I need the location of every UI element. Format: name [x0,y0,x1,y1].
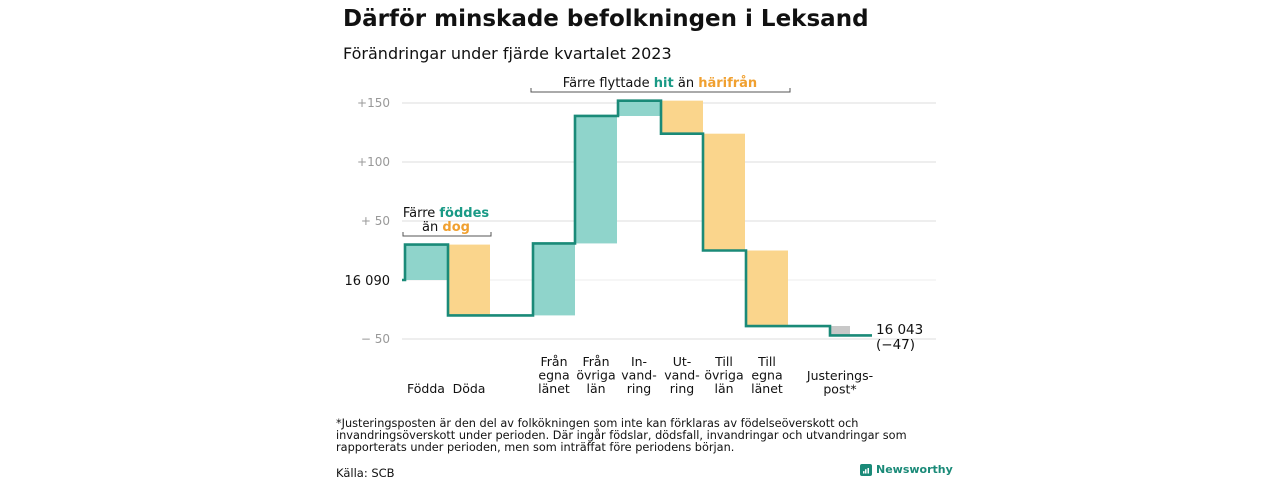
x-label-line: Ut- [673,354,692,369]
x-label-line: Justerings- [806,368,873,383]
x-label-line: egna [751,368,782,383]
y-tick-label: +100 [357,155,390,169]
x-label-line: län [586,381,605,396]
annotation-bracket [530,88,791,93]
y-tick-label: − 50 [361,332,390,346]
x-category-label: Födda [407,381,445,396]
x-label-line: övriga [704,368,743,383]
annotation-text: Färre flyttade [563,76,654,91]
x-category-label: Till övriga län [704,354,743,396]
x-label-line: ring [627,381,651,396]
x-label-line: länet [538,381,570,396]
annotation-highlight: härifrån [698,76,757,91]
footnote: *Justeringsposten är den del av folkökni… [336,417,907,454]
annotation-text: än [674,76,698,91]
x-category-label: In-vand-ring [621,354,656,396]
x-label-line: Döda [453,381,486,396]
source-label: Källa: SCB [336,466,395,480]
x-category-label: Från övriga län [576,354,615,396]
annotation-text: Färre [403,206,440,221]
end-change-label: (−47) [876,337,915,353]
waterfall-bar [575,115,617,244]
x-category-label: Från egna länet [538,354,570,396]
brand-logo: Newsworthy [860,463,953,476]
chart-subtitle: Förändringar under fjärde kvartalet 2023 [343,44,672,63]
x-label-line: egna [538,368,569,383]
waterfall-bar [746,250,788,327]
cumulative-step-line [402,99,872,337]
x-category-label: Döda [453,381,486,396]
x-label-line: vand- [621,368,656,383]
chart-icon [860,463,872,476]
x-label-line: post* [823,382,856,397]
annotation-text: än [422,220,442,235]
waterfall-bar [405,244,447,280]
annotation-bracket [402,232,492,237]
x-label-line: ring [670,381,694,396]
annotation-births-deaths: Färre föddes [403,206,490,221]
waterfall-bar [448,244,490,316]
x-label-line: Födda [407,381,445,396]
end-value-label: 16 043 [876,322,923,338]
annotation-highlight: föddes [439,206,489,221]
waterfall-bar [661,100,703,134]
x-label-line: länet [751,381,783,396]
x-label-line: län [714,381,733,396]
x-label-line: Till [714,354,733,369]
start-value-label: 16 090 [345,274,391,289]
waterfall-bar [830,326,850,336]
y-tick-label: + 50 [361,214,390,228]
x-label-line: vand- [664,368,699,383]
annotation-migration: Färre flyttade hit än härifrån [563,76,757,91]
x-category-label: Till egna länet [751,354,783,396]
brand-name: Newsworthy [876,463,953,476]
annotation-highlight: hit [654,76,674,91]
x-label-line: Till [757,354,776,369]
x-label-line: Från [582,354,609,369]
waterfall-bar [533,243,575,316]
x-label-line: Från [540,354,567,369]
x-category-label: Ut-vand-ring [664,354,699,396]
x-label-line: övriga [576,368,615,383]
chart-title: Därför minskade befolkningen i Leksand [343,6,869,32]
x-category-label: Justerings-post* [806,368,873,397]
x-label-line: In- [631,354,647,369]
annotation-births-deaths-line2: än dog [422,220,470,235]
waterfall-bar [618,100,660,116]
annotation-highlight: dog [442,220,470,235]
y-tick-label: +150 [357,96,390,110]
waterfall-bar [703,133,745,251]
